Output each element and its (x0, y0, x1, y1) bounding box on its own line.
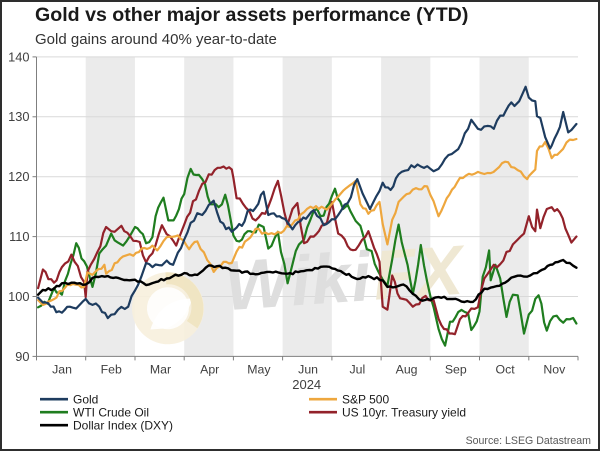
svg-text:2024: 2024 (292, 377, 321, 392)
svg-text:120: 120 (8, 169, 29, 184)
svg-text:100: 100 (8, 289, 29, 304)
svg-text:140: 140 (8, 49, 29, 64)
svg-text:Oct: Oct (496, 363, 516, 377)
svg-text:Wiki: Wiki (222, 237, 375, 325)
svg-text:Jan: Jan (52, 363, 72, 377)
svg-text:Sep: Sep (445, 363, 467, 377)
svg-text:Jun: Jun (298, 363, 318, 377)
svg-text:Mar: Mar (150, 363, 171, 377)
svg-text:Aug: Aug (396, 363, 418, 377)
svg-text:S&P 500: S&P 500 (342, 392, 389, 406)
svg-text:Jul: Jul (350, 363, 366, 377)
svg-text:110: 110 (9, 229, 29, 244)
svg-text:US 10yr. Treasury yield: US 10yr. Treasury yield (342, 405, 466, 419)
svg-text:WTI Crude Oil: WTI Crude Oil (73, 405, 149, 419)
svg-text:May: May (247, 363, 271, 377)
svg-text:Gold: Gold (73, 392, 98, 406)
svg-text:130: 130 (8, 109, 29, 124)
svg-text:Nov: Nov (543, 363, 566, 377)
svg-text:Source: LSEG Datastream: Source: LSEG Datastream (466, 435, 592, 447)
svg-text:Feb: Feb (101, 363, 122, 377)
svg-text:Dollar Index (DXY): Dollar Index (DXY) (73, 418, 173, 432)
svg-text:90: 90 (15, 349, 29, 364)
svg-text:Apr: Apr (200, 363, 219, 377)
